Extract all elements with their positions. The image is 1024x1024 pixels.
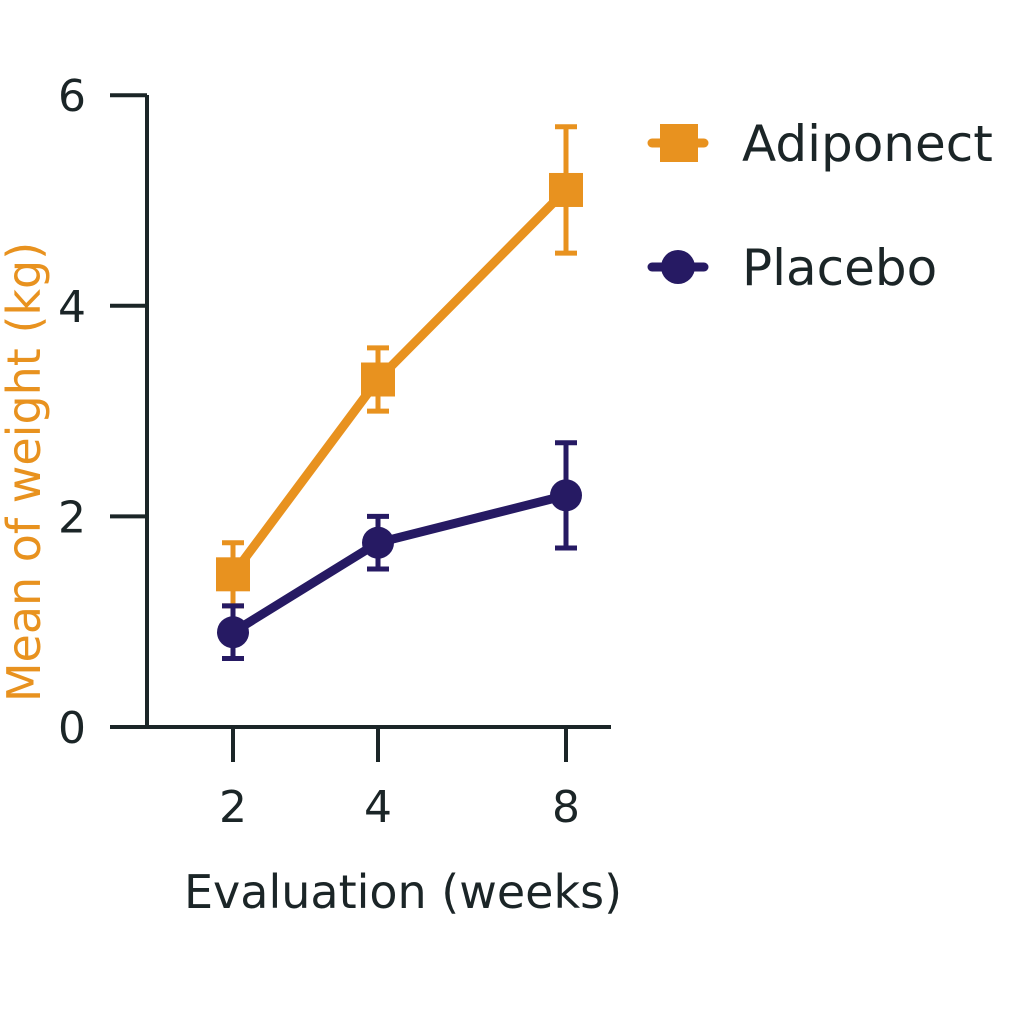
y-tick-label: 6 (58, 71, 86, 122)
legend-marker-square (660, 124, 698, 162)
x-tick-label: 2 (219, 782, 247, 833)
y-tick-label: 0 (58, 703, 86, 754)
series-line (228, 490, 571, 637)
y-ticks: 0 2 4 6 (58, 71, 147, 754)
data-point-circle (362, 526, 394, 559)
x-tick-label: 4 (364, 782, 392, 833)
series-placebo (217, 440, 582, 662)
legend: Adiponect Placebo (647, 115, 993, 297)
data-point-circle (217, 616, 249, 649)
x-axis-title: Evaluation (weeks) (184, 865, 622, 919)
x-ticks: 2 4 8 (219, 727, 580, 833)
legend-item-adiponect: Adiponect (647, 115, 993, 173)
data-point-square (216, 557, 250, 592)
data-point-square (549, 172, 583, 207)
y-tick-label: 4 (58, 282, 86, 333)
y-tick-label: 2 (58, 492, 86, 543)
data-point-circle (550, 479, 582, 512)
axes (110, 95, 611, 729)
data-point-square (361, 362, 395, 397)
series-layer (216, 124, 583, 662)
legend-marker-circle (661, 250, 695, 284)
legend-label: Adiponect (742, 115, 993, 173)
legend-item-placebo: Placebo (647, 239, 937, 297)
y-axis-title: Mean of weight (kg) (0, 242, 51, 702)
legend-label: Placebo (742, 239, 937, 297)
x-tick-label: 8 (552, 782, 580, 833)
series-line (228, 185, 571, 579)
